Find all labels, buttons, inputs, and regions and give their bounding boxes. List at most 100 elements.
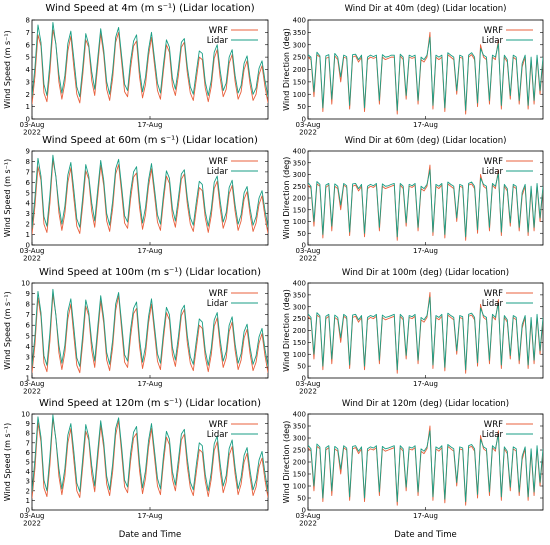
y-tick-label: 300 xyxy=(293,435,306,443)
y-tick-label: 1 xyxy=(26,497,30,505)
y-tick-label: 250 xyxy=(293,315,306,323)
y-tick-label: 400 xyxy=(293,17,306,25)
chart-title: Wind Dir at 120m (deg) (Lidar location) xyxy=(342,399,509,409)
x-tick-label: 03-Aug 2022 xyxy=(296,380,321,396)
x-tick-label: 17-Aug xyxy=(138,380,163,388)
series-line-wrf xyxy=(32,29,268,105)
y-tick-label: 7 xyxy=(26,29,30,37)
legend-label-lidar: Lidar xyxy=(207,167,229,177)
series-line-wrf xyxy=(32,418,268,499)
y-axis-label: Wind Direction (deg) xyxy=(282,421,291,504)
series-line-lidar xyxy=(32,414,268,493)
chart-panel-3: Wind Speed at 60m (m s⁻¹) (Lidar locatio… xyxy=(3,135,269,263)
y-tick-label: 250 xyxy=(293,183,306,191)
y-tick-label: 8 xyxy=(26,301,30,309)
series-line-lidar xyxy=(308,169,543,238)
chart-title: Wind Dir at 100m (deg) (Lidar location) xyxy=(342,268,509,278)
chart-panel-8: Wind Dir at 120m (deg) (Lidar location) 0… xyxy=(282,399,544,540)
y-tick-label: 4 xyxy=(26,66,31,74)
y-tick-label: 9 xyxy=(26,148,30,156)
y-tick-label: 8 xyxy=(26,17,30,25)
y-tick-label: 2 xyxy=(26,364,30,372)
series-line-lidar xyxy=(308,296,543,371)
chart-panel-6: Wind Dir at 100m (deg) (Lidar location) 0… xyxy=(282,268,544,396)
series-line-lidar xyxy=(32,22,268,98)
legend-label-lidar: Lidar xyxy=(482,299,504,309)
y-axis-label: Wind Direction (deg) xyxy=(282,157,291,240)
y-tick-label: 3 xyxy=(26,78,30,86)
chart-panel-2: Wind Dir at 40m (deg) (Lidar location) 0 5… xyxy=(282,4,544,137)
x-tick-label: 17-Aug xyxy=(413,121,438,129)
y-tick-label: 7 xyxy=(26,311,30,319)
legend-label-lidar: Lidar xyxy=(207,299,229,309)
y-tick-label: 100 xyxy=(293,91,306,99)
y-axis-label: Wind Speed (m s⁻¹) xyxy=(3,291,12,369)
chart-panel-7: Wind Speed at 120m (m s⁻¹) (Lidar locati… xyxy=(3,398,269,540)
y-tick-label: 5 xyxy=(26,54,30,62)
y-tick-label: 100 xyxy=(293,351,306,359)
legend-label-wrf: WRF xyxy=(209,157,228,167)
series-line-wrf xyxy=(308,425,543,506)
chart-panel-5: Wind Speed at 100m (m s⁻¹) (Lidar locati… xyxy=(3,267,269,396)
y-tick-label: 0 xyxy=(302,507,306,515)
y-tick-label: 100 xyxy=(293,218,306,226)
y-tick-label: 0 xyxy=(26,242,30,250)
y-tick-label: 2 xyxy=(26,91,30,99)
y-tick-label: 1 xyxy=(26,231,30,239)
x-axis-label: Date and Time xyxy=(394,530,457,540)
series-line-wrf xyxy=(32,159,268,235)
y-tick-label: 4 xyxy=(26,468,31,476)
y-tick-label: 9 xyxy=(26,420,30,428)
legend-label-wrf: WRF xyxy=(484,157,503,167)
chart-panel-4: Wind Dir at 60m (deg) (Lidar location) 0 5… xyxy=(282,136,544,263)
y-tick-label: 0 xyxy=(26,116,30,124)
chart-title: Wind Speed at 4m (m s⁻¹) (Lidar location… xyxy=(45,3,254,14)
y-tick-label: 5 xyxy=(26,189,30,197)
y-tick-label: 6 xyxy=(26,179,31,187)
legend-label-lidar: Lidar xyxy=(482,430,504,440)
y-tick-label: 400 xyxy=(293,411,306,419)
x-tick-label: 17-Aug xyxy=(413,247,438,255)
y-tick-label: 200 xyxy=(293,66,306,74)
x-tick-label: 17-Aug xyxy=(138,247,163,255)
y-tick-label: 0 xyxy=(302,116,306,124)
series-line-lidar xyxy=(32,154,268,229)
y-tick-label: 1 xyxy=(26,103,30,111)
series-line-lidar xyxy=(308,36,543,111)
legend-label-wrf: WRF xyxy=(484,420,503,430)
legend-label-wrf: WRF xyxy=(209,26,228,36)
y-axis-label: Wind Speed (m s⁻¹) xyxy=(3,159,12,237)
y-tick-label: 3 xyxy=(26,210,30,218)
chart-title: Wind Speed at 100m (m s⁻¹) (Lidar locati… xyxy=(39,267,261,278)
x-tick-label: 03-Aug 2022 xyxy=(296,247,321,263)
legend-label-wrf: WRF xyxy=(209,420,228,430)
y-axis-label: Wind Speed (m s⁻¹) xyxy=(3,423,12,501)
y-tick-label: 350 xyxy=(293,29,306,37)
y-tick-label: 7 xyxy=(26,168,30,176)
series-line-wrf xyxy=(308,292,543,374)
x-tick-label: 03-Aug 2022 xyxy=(296,121,321,137)
y-tick-label: 4 xyxy=(26,200,31,208)
y-tick-label: 350 xyxy=(293,291,306,299)
y-tick-label: 2 xyxy=(26,487,30,495)
x-tick-label: 17-Aug xyxy=(138,121,163,129)
chart-title: Wind Dir at 40m (deg) (Lidar location) xyxy=(345,4,507,14)
x-tick-label: 03-Aug 2022 xyxy=(20,512,45,528)
y-tick-label: 200 xyxy=(293,195,306,203)
y-tick-label: 250 xyxy=(293,54,306,62)
y-tick-label: 2 xyxy=(26,221,30,229)
y-tick-label: 5 xyxy=(26,459,30,467)
y-tick-label: 250 xyxy=(293,447,306,455)
legend-label-lidar: Lidar xyxy=(207,430,229,440)
x-tick-label: 03-Aug 2022 xyxy=(20,121,45,137)
series-line-lidar xyxy=(308,430,543,503)
y-tick-label: 300 xyxy=(293,41,306,49)
y-tick-label: 1 xyxy=(26,375,30,383)
x-tick-label: 17-Aug xyxy=(413,380,438,388)
y-axis-label: Wind Speed (m s⁻¹) xyxy=(3,30,12,108)
y-tick-label: 50 xyxy=(297,103,306,111)
y-tick-label: 150 xyxy=(293,206,306,214)
chart-title: Wind Speed at 60m (m s⁻¹) (Lidar locatio… xyxy=(42,135,258,146)
y-tick-label: 400 xyxy=(293,280,306,288)
y-axis-label: Wind Direction (deg) xyxy=(282,28,291,111)
